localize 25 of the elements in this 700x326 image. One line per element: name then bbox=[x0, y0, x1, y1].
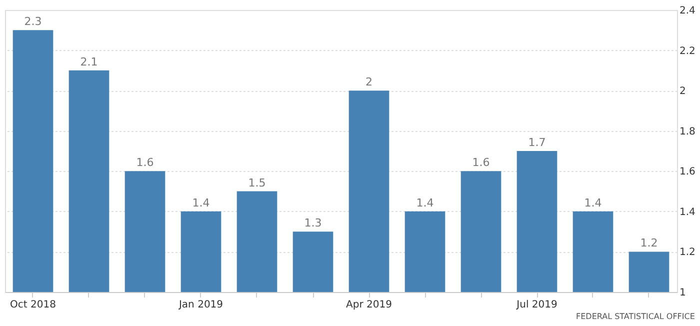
y-tick-label: 1 bbox=[680, 288, 686, 298]
x-tick-label: Apr 2019 bbox=[346, 300, 392, 310]
data-label: 2.3 bbox=[24, 15, 42, 28]
y-tick-label: 2.4 bbox=[680, 6, 696, 16]
x-tick-label: Jul 2019 bbox=[516, 300, 558, 310]
data-label: 2.1 bbox=[80, 55, 98, 68]
y-tick-label: 1.8 bbox=[680, 126, 696, 138]
y-tick-label: 1.6 bbox=[680, 166, 696, 178]
y-tick-label: 2 bbox=[680, 86, 686, 98]
y-tick-label: 1.2 bbox=[680, 247, 696, 258]
data-label: 1.6 bbox=[472, 156, 490, 170]
y-tick-label: 2.2 bbox=[680, 46, 696, 57]
y-tick-label: 1.4 bbox=[680, 206, 696, 218]
data-label: 1.2 bbox=[640, 236, 658, 250]
data-label: 1.4 bbox=[192, 196, 210, 210]
x-tick-label: Jan 2019 bbox=[178, 300, 224, 310]
data-label: 1.7 bbox=[528, 136, 546, 149]
text: FEDERAL STATISTICAL OFFICE bbox=[576, 312, 695, 321]
data-label: 1.6 bbox=[136, 156, 154, 170]
x-tick-label: Oct 2018 bbox=[10, 300, 56, 310]
data-label: 1.3 bbox=[304, 216, 322, 230]
data-label: 2 bbox=[366, 76, 372, 89]
data-label: 1.4 bbox=[416, 196, 434, 210]
data-label: 1.4 bbox=[584, 196, 602, 210]
data-label: 1.5 bbox=[248, 176, 266, 190]
